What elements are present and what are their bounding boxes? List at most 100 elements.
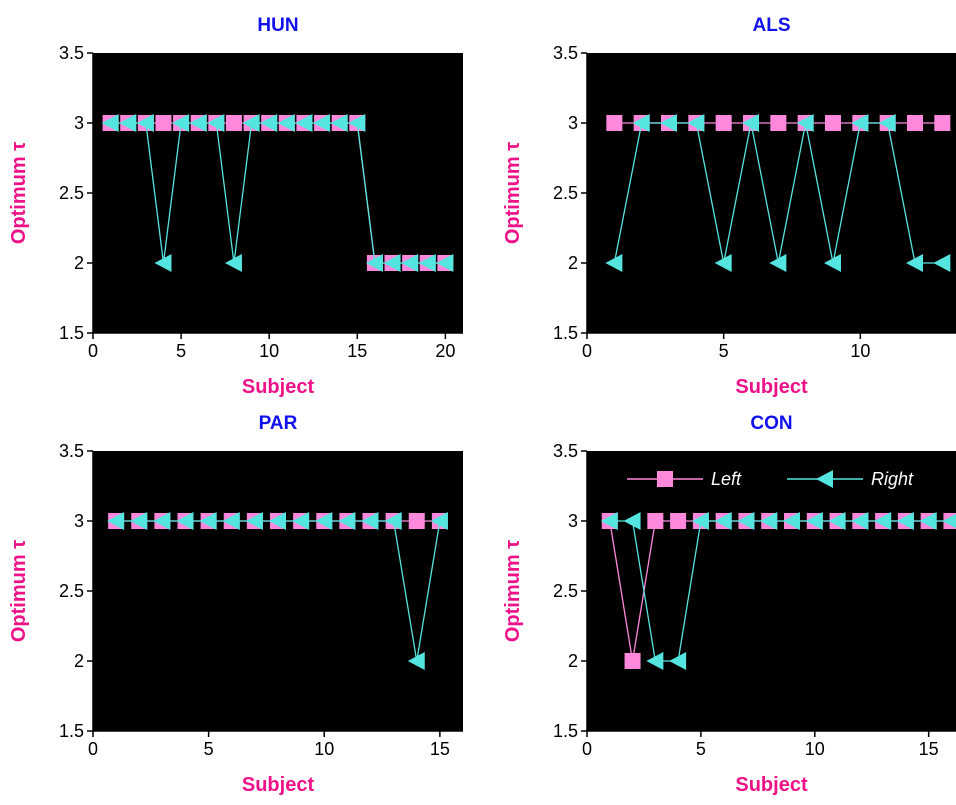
legend: Left Right — [627, 469, 914, 489]
left-marker — [647, 513, 664, 529]
right-marker — [851, 114, 869, 132]
x-tick-label: 10 — [259, 341, 279, 361]
right-marker — [242, 114, 260, 132]
left-marker — [825, 115, 841, 131]
right-marker — [407, 652, 425, 670]
panel-con: CON 0 5 10 15 1.5 2 2.5 3 3.5 Subject Optimum τ Left… — [502, 413, 956, 796]
y-tick-label: 2.5 — [553, 581, 578, 601]
panel-als: ALS 0 5 10 1.5 2 2.5 3 3.5 Subject Optimum τ — [502, 15, 956, 398]
x-tick-label: 10 — [850, 341, 870, 361]
right-marker — [737, 512, 755, 530]
x-tick-label: 10 — [805, 739, 825, 759]
y-tick-label: 2.5 — [553, 183, 578, 203]
series-line-right — [609, 520, 952, 662]
left-marker — [670, 513, 687, 529]
x-tick-label: 0 — [88, 739, 98, 759]
right-marker — [222, 512, 240, 530]
left-marker — [155, 115, 172, 131]
x-tick-label: 5 — [719, 341, 729, 361]
right-marker — [783, 512, 800, 530]
y-tick-label: 2 — [74, 651, 84, 671]
y-tick-label: 3 — [74, 113, 84, 133]
left-marker — [408, 513, 425, 529]
right-marker — [361, 512, 379, 530]
right-marker — [669, 652, 687, 670]
right-marker — [436, 254, 454, 272]
right-marker — [742, 114, 759, 132]
legend-label-left: Left — [711, 469, 742, 489]
right-marker — [760, 512, 778, 530]
data-layer — [605, 114, 951, 272]
y-tick-label: 3.5 — [59, 43, 84, 63]
legend-square-icon — [657, 471, 673, 487]
left-marker — [770, 115, 787, 131]
x-axis-label: Subject — [242, 376, 315, 398]
right-marker — [207, 114, 225, 132]
right-marker — [600, 512, 618, 530]
right-marker — [136, 114, 154, 132]
right-marker — [623, 512, 641, 530]
x-tick-label: 5 — [696, 739, 706, 759]
y-tick-label: 1.5 — [553, 323, 578, 343]
right-marker — [687, 114, 705, 132]
y-tick-label: 1.5 — [59, 323, 84, 343]
left-marker — [624, 653, 641, 669]
right-marker — [384, 512, 402, 530]
right-marker — [401, 254, 419, 272]
right-marker — [919, 512, 937, 530]
right-marker — [933, 254, 951, 272]
data-layer — [600, 512, 956, 670]
right-marker — [176, 512, 194, 530]
y-tick-label: 3 — [74, 511, 84, 531]
y-tick-label: 2 — [568, 253, 578, 273]
right-marker — [878, 114, 896, 132]
plot-area — [587, 53, 956, 333]
right-marker — [660, 114, 677, 132]
right-marker — [107, 512, 125, 530]
legend-triangle-icon — [816, 470, 833, 488]
right-marker — [245, 512, 263, 530]
right-marker — [828, 512, 846, 530]
y-tick-label: 3.5 — [59, 441, 84, 461]
right-marker — [101, 114, 119, 132]
legend-label-right: Right — [871, 469, 914, 489]
left-marker — [606, 115, 623, 131]
x-tick-label: 0 — [88, 341, 98, 361]
data-layer — [101, 114, 454, 272]
x-tick-label: 15 — [430, 739, 450, 759]
x-axis-label: Subject — [735, 774, 808, 796]
right-marker — [277, 114, 295, 132]
x-tick-label: 0 — [582, 341, 592, 361]
right-marker — [632, 114, 650, 132]
right-marker — [348, 114, 366, 132]
left-marker — [907, 115, 923, 131]
right-marker — [224, 254, 242, 272]
x-tick-label: 5 — [204, 739, 214, 759]
right-marker — [119, 114, 137, 132]
x-tick-label: 10 — [314, 739, 334, 759]
y-axis-label: Optimum τ — [8, 142, 30, 244]
x-tick-label: 15 — [347, 341, 367, 361]
right-marker — [153, 512, 171, 530]
y-tick-label: 1.5 — [59, 721, 84, 741]
panel-hun: HUN 0 5 10 15 20 1.5 2 2.5 3 3.5 Subject Optimum τ — [8, 15, 463, 398]
panel-title: CON — [750, 413, 792, 434]
y-axis-label: Optimum τ — [502, 142, 524, 244]
y-tick-label: 2.5 — [59, 581, 84, 601]
right-marker — [313, 114, 331, 132]
data-layer — [107, 512, 448, 670]
left-marker — [225, 115, 242, 131]
right-marker — [365, 254, 383, 272]
right-marker — [605, 254, 623, 272]
right-marker — [714, 254, 732, 272]
y-tick-label: 3.5 — [553, 43, 578, 63]
right-marker — [805, 512, 823, 530]
plot-area — [93, 53, 463, 333]
right-marker — [292, 512, 310, 530]
panel-title: ALS — [753, 15, 791, 36]
right-marker — [189, 114, 207, 132]
right-marker — [383, 254, 401, 272]
right-marker — [906, 254, 923, 272]
right-marker — [691, 512, 709, 530]
